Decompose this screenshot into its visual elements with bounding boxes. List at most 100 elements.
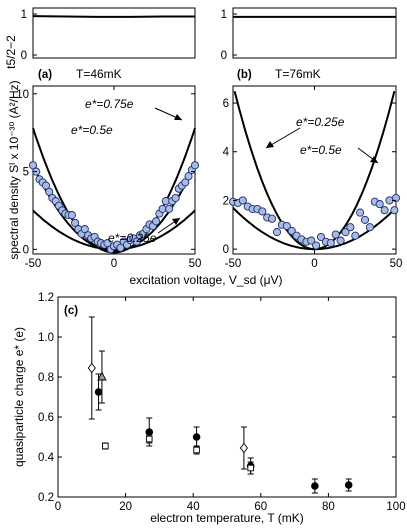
annotation-075: e*=0.75e [85, 97, 134, 111]
noise-b-ytick-label: 2 [223, 195, 229, 207]
annotation-05-a: e*=0.5e [71, 123, 113, 137]
noise-a-data-point [181, 178, 190, 187]
c-point-circle [192, 433, 201, 441]
noise-a-xtick-label: 50 [189, 258, 202, 270]
panel-c-plot: 0 20 40 60 80 100 0.2 0.4 0.6 0.8 1.0 1.2 (c) [38, 292, 406, 513]
c-point-square [193, 446, 200, 454]
arrow-025-a-head [172, 218, 180, 225]
c-point-circle [145, 428, 154, 436]
noise-b-xtick-label: -50 [225, 258, 242, 270]
noise-b-data-point [282, 221, 291, 231]
noise-a-xtick-label: 0 [111, 258, 117, 270]
noise-b-data-point [360, 215, 370, 224]
arrow-075-head [174, 114, 182, 120]
noise-b-ytick-label: 0 [223, 244, 229, 256]
c-ytick-label: 1.0 [38, 332, 54, 344]
noise-b-data-point [390, 206, 399, 215]
noise-b-data-point [312, 241, 321, 250]
panel-b-transmission: 1 0 (b) T=76mK [221, 7, 397, 81]
noise-b-data-point [326, 238, 335, 248]
c-point-diamond [239, 442, 248, 454]
annotation-025-b: e*=0.25e [296, 115, 345, 129]
noise-a-data-point [67, 211, 76, 220]
c-point-square [146, 435, 153, 443]
noise-b-xtick-label: 50 [390, 258, 403, 270]
noise-a-data-point [190, 161, 200, 170]
noise-a-ytick-label: 5 [23, 167, 29, 179]
noise-b-data-point [351, 231, 360, 240]
c-xtick-label: 100 [386, 501, 405, 513]
c-ytick-label: 0.2 [38, 492, 54, 504]
noise-a-xtick-label: -50 [25, 258, 42, 270]
c-ytick-label: 0.4 [38, 452, 55, 464]
noise-b-data-point [336, 236, 345, 245]
noise-a-data-point [28, 161, 38, 170]
panel-a-noise-plot: -50 0 50 0 5 10 e*=0.75e e*=0.5e e*=0.25e [16, 85, 202, 270]
c-point-triangle [97, 371, 107, 381]
noise-b-data-point [375, 200, 384, 209]
noise-b-data-point [272, 228, 282, 237]
noise-a-data-point [103, 239, 112, 248]
panel-b-noise-plot: -50 0 50 0 2 4 6 e*=0.25e e*=0.5e [223, 85, 403, 270]
noise-b-data-point [341, 228, 350, 237]
panel-c-x-axis-label: electron temperature, T (mK) [150, 511, 304, 525]
panel-b-label: (b) [237, 69, 252, 81]
c-xtick-label: 40 [187, 501, 200, 513]
panel-b-temperature: T=76mK [275, 67, 321, 81]
panel-a-ytick-bottom: 0 [21, 50, 27, 62]
noise-b-data-point [346, 223, 355, 232]
c-point-circle [311, 482, 319, 490]
noise-a-ytick-label: 10 [16, 89, 29, 101]
panel-a-transmission: 1 0 (a) T=46mK [21, 7, 196, 81]
noise-a-data-point [41, 181, 51, 190]
c-point-circle [344, 481, 353, 489]
annotation-025-a: e*=0.25e [108, 231, 157, 245]
panel-b-ytick-bottom: 0 [221, 50, 227, 62]
noise-b-data-point [331, 230, 340, 239]
noise-a-data-point [171, 193, 180, 203]
noise-b-data-point [268, 214, 277, 223]
noise-y-axis-label: spectral density Sᴵ x 10⁻³⁰ (A²/Hz) [7, 80, 21, 259]
c-point-diamond [87, 362, 96, 374]
c-ytick-label: 0.6 [38, 412, 54, 424]
noise-b-data-point [365, 223, 374, 232]
noise-a-data-point [132, 237, 141, 246]
noise-b-ytick-label: 6 [223, 98, 229, 110]
noise-x-axis-label: excitation voltage, V_sd (μV) [130, 273, 283, 287]
c-point-square [247, 464, 254, 472]
c-xtick-label: 0 [55, 501, 61, 513]
c-xtick-label: 20 [119, 501, 132, 513]
panel-c-y-axis-label: quasiparticle charge e* (e) [12, 327, 26, 467]
panel-a-transmission-line [32, 15, 195, 18]
noise-a-data-point [71, 218, 80, 227]
noise-b-data-point [356, 208, 365, 217]
transmission-axis-label: t5/2−2 [4, 35, 18, 69]
noise-b-data-point [258, 207, 267, 216]
noise-b-data-point [307, 236, 316, 245]
c-ytick-label: 0.8 [38, 372, 54, 384]
noise-b-data-point [391, 193, 401, 203]
noise-b-data-point [287, 226, 296, 235]
annotation-05-b: e*=0.5e [300, 143, 342, 157]
panel-b-ytick-top: 1 [221, 9, 227, 21]
c-ytick-label: 1.2 [38, 292, 54, 304]
panel-a-temperature: T=46mK [76, 67, 122, 81]
noise-a-ytick-label: 0 [23, 244, 29, 256]
arrow-05-b-head [370, 156, 378, 163]
noise-a-data-point [165, 204, 174, 213]
noise-a-data-point [116, 243, 125, 252]
noise-b-ytick-label: 4 [223, 147, 230, 159]
noise-b-data-point [316, 232, 326, 242]
noise-a-data-point [45, 187, 54, 196]
noise-a-data-point [152, 217, 161, 226]
panel-c-label: (c) [64, 305, 78, 317]
noise-b-xtick-label: 0 [311, 258, 317, 270]
panel-a-label: (a) [38, 69, 52, 81]
arrow-025-b-head [266, 141, 274, 148]
noise-a-data-point [184, 172, 193, 181]
c-xtick-label: 80 [322, 501, 335, 513]
c-point-circle [94, 388, 103, 396]
panel-a-ytick-top: 1 [21, 9, 27, 21]
c-xtick-label: 60 [254, 501, 267, 513]
